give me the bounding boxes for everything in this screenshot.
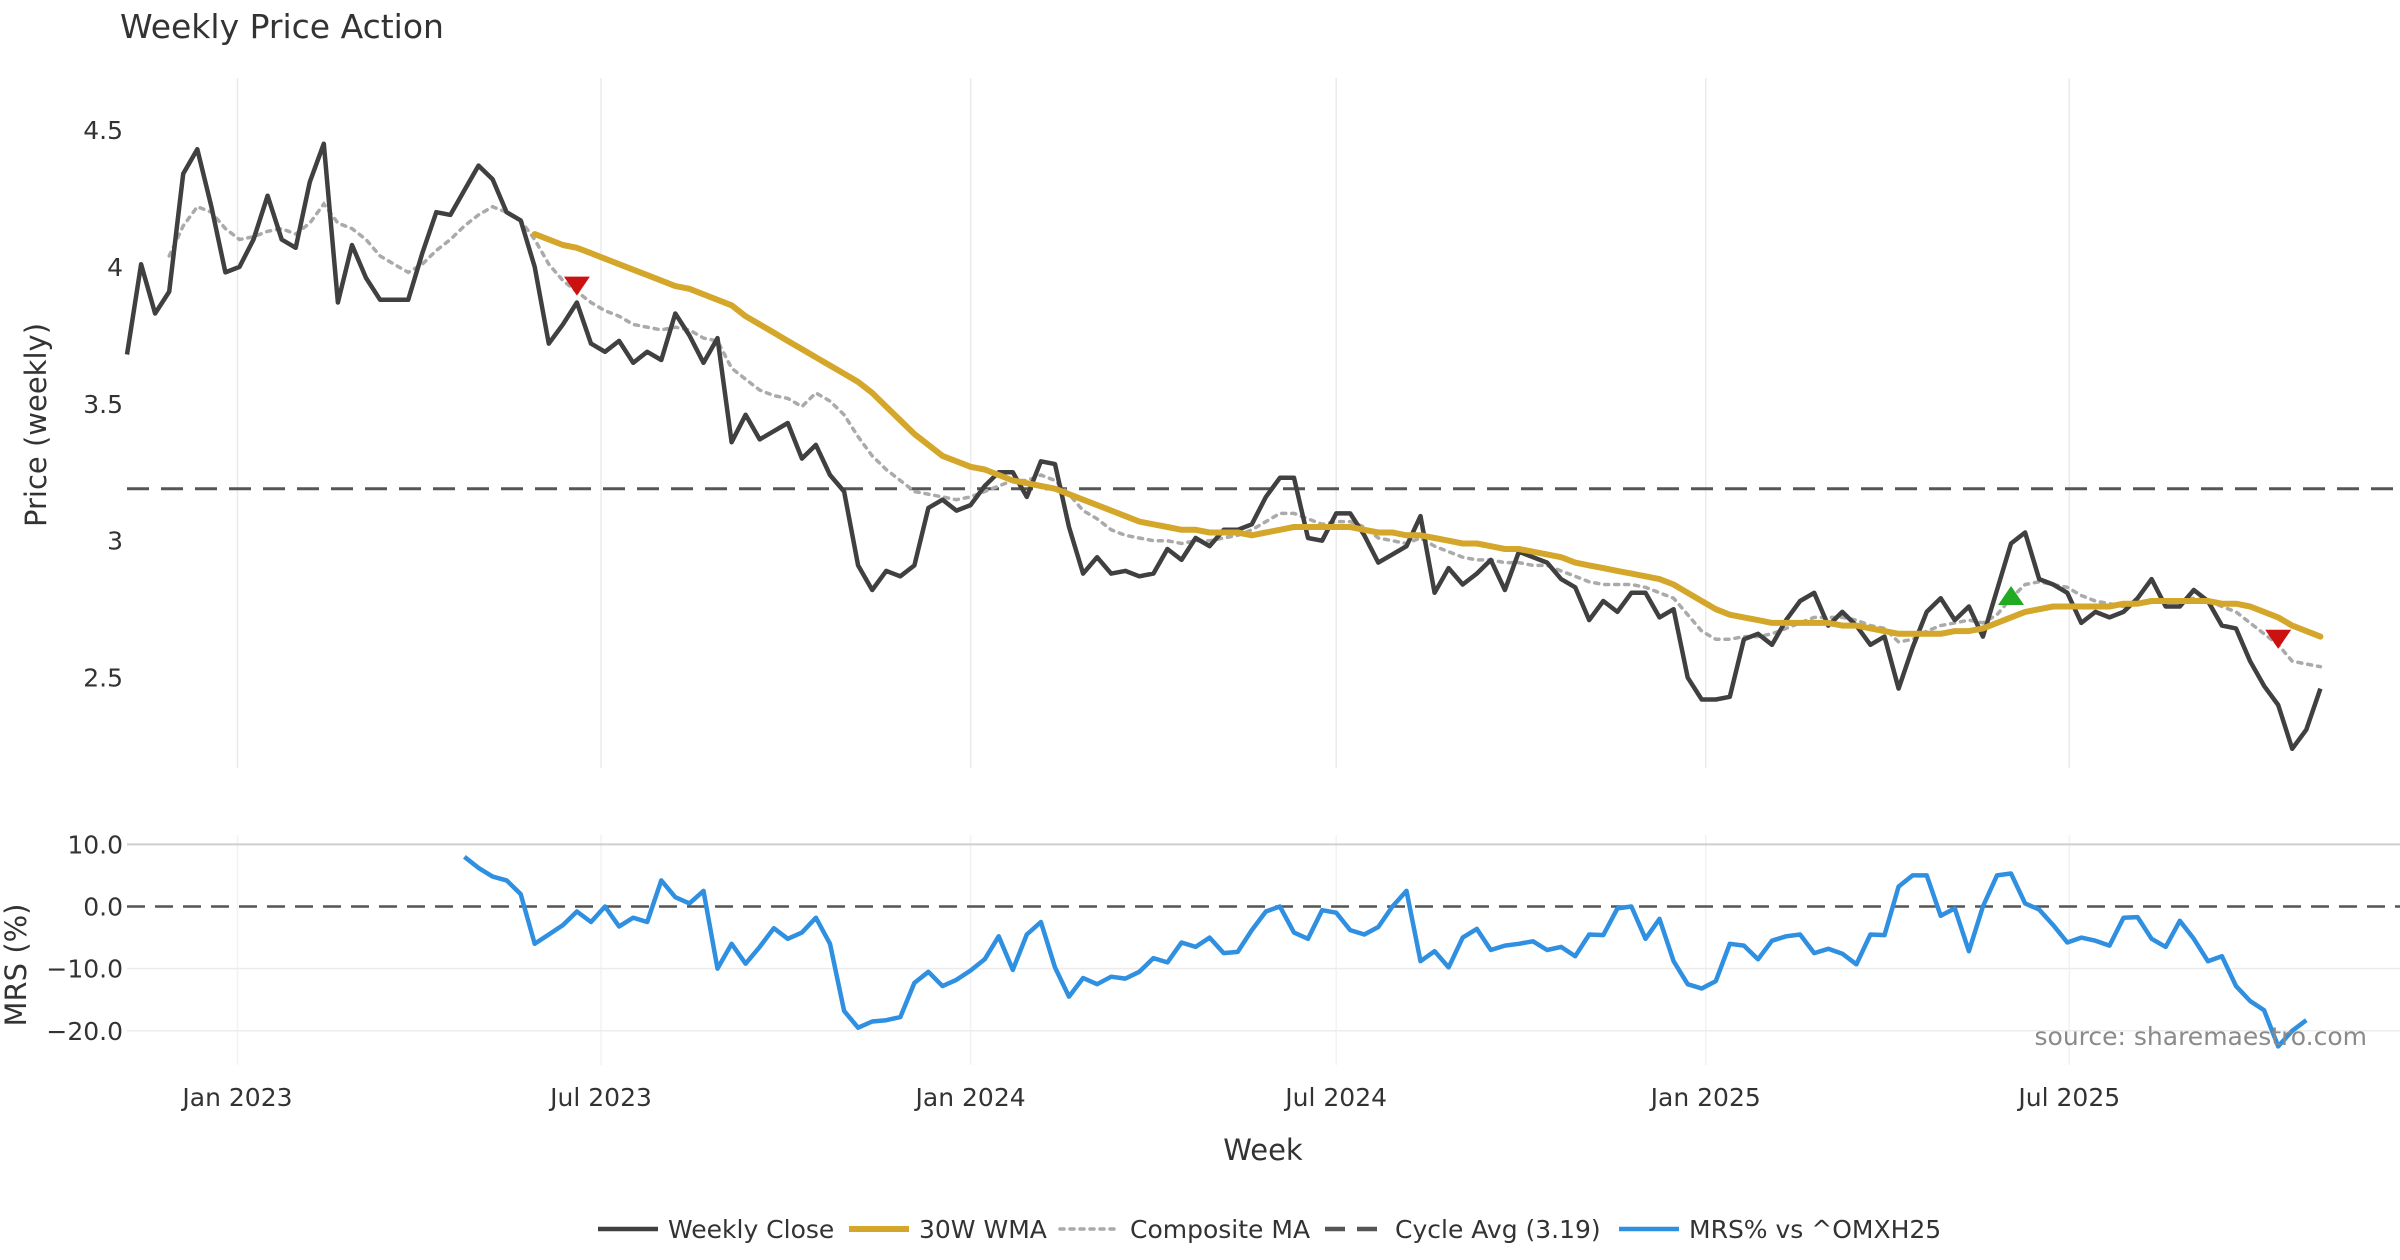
legend-label: Composite MA xyxy=(1130,1215,1310,1244)
price-y-tick-label: 3 xyxy=(107,527,123,556)
series-layer xyxy=(124,141,2324,1049)
price-y-tick-label: 3.5 xyxy=(83,390,123,419)
x-tick-label: Jul 2025 xyxy=(2016,1083,2120,1112)
x-axis-label: Week xyxy=(1223,1133,1303,1167)
wma-30w-line xyxy=(531,231,2324,640)
sell-signal-marker xyxy=(563,276,590,296)
grid-layer xyxy=(127,78,2400,1065)
chart-title: Weekly Price Action xyxy=(120,7,444,46)
legend-label: 30W WMA xyxy=(919,1215,1047,1244)
mrs-y-tick-label: 0.0 xyxy=(83,892,123,921)
mrs-y-tick-label: −10.0 xyxy=(46,955,123,984)
legend-label: Weekly Close xyxy=(668,1215,834,1244)
mrs-line xyxy=(463,855,2308,1049)
buy-signal-marker xyxy=(1998,586,2025,605)
price-axis-label: Price (weekly) xyxy=(19,323,53,527)
source-note: source: sharemaestro.com xyxy=(2035,1022,2368,1051)
price-y-tick-label: 4.5 xyxy=(83,116,123,145)
mrs-y-tick-label: −20.0 xyxy=(46,1017,123,1046)
x-tick-label: Jul 2024 xyxy=(1283,1083,1387,1112)
x-tick-label: Jan 2024 xyxy=(914,1083,1026,1112)
sell-signal-marker xyxy=(2265,629,2292,649)
legend: Weekly Close 30W WMA Composite MA Cycle Avg… xyxy=(598,1215,1941,1244)
reference-lines xyxy=(127,487,2400,908)
signal-markers xyxy=(563,276,2292,649)
axis-labels: Jan 2023 Jul 2023 Jan 2024 Jul 2024 Jan 2025… xyxy=(46,116,2120,1112)
price-y-tick-label: 2.5 xyxy=(83,664,123,693)
x-tick-label: Jul 2023 xyxy=(548,1083,652,1112)
x-tick-label: Jan 2025 xyxy=(1649,1083,1761,1112)
composite-ma-line xyxy=(167,201,2323,669)
mrs-axis-label: MRS (%) xyxy=(0,904,33,1027)
legend-label: Cycle Avg (3.19) xyxy=(1395,1215,1601,1244)
x-tick-label: Jan 2023 xyxy=(180,1083,292,1112)
legend-label: MRS% vs ^OMXH25 xyxy=(1689,1215,1941,1244)
price-y-tick-label: 4 xyxy=(107,253,123,282)
mrs-y-tick-label: 10.0 xyxy=(67,830,123,859)
